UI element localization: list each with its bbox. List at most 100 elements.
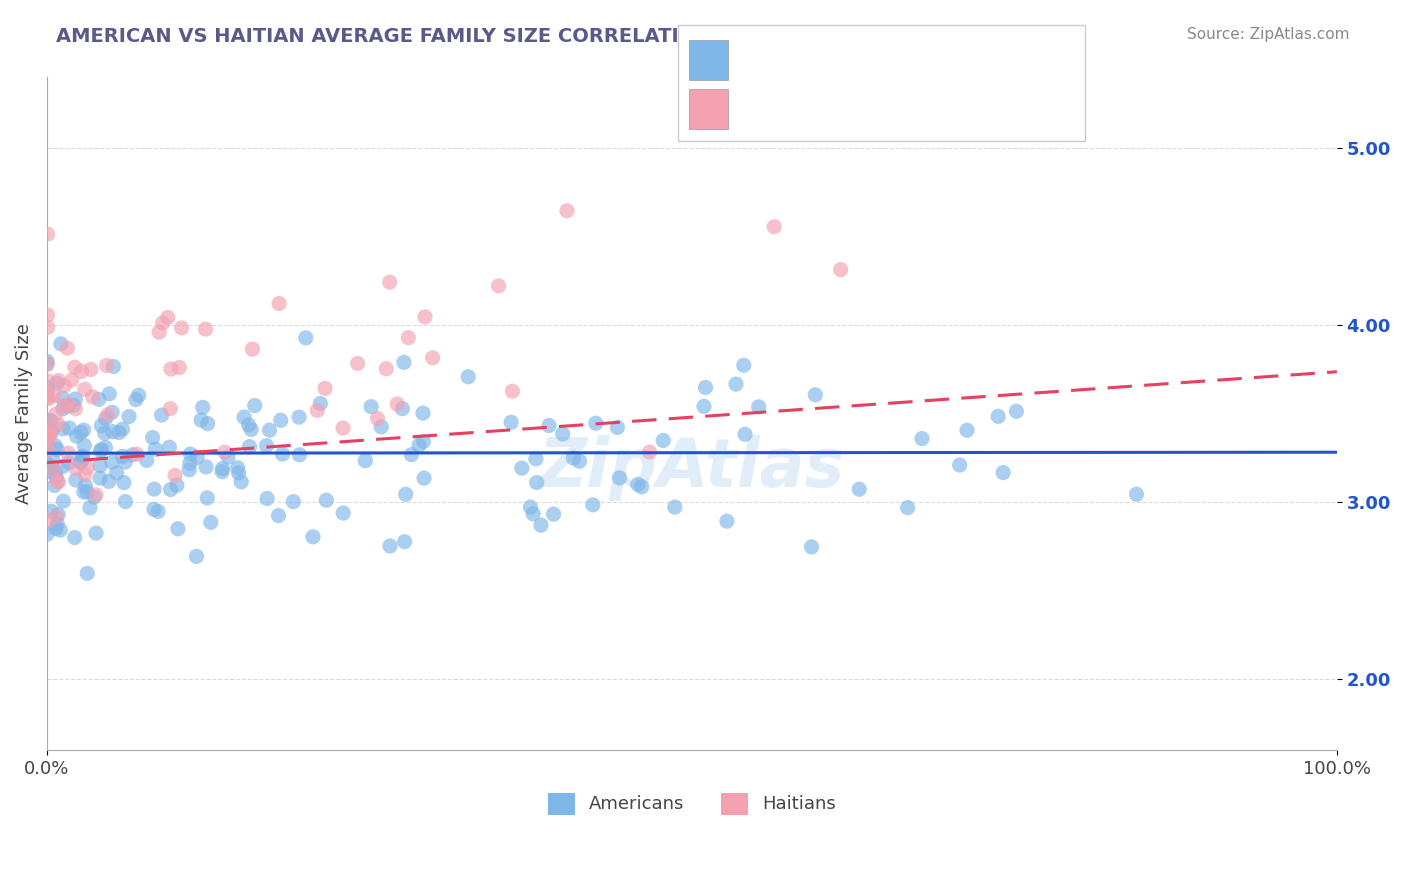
- Point: [49, 337, 72, 351]
- Point: [93, 426, 115, 441]
- Point: [238, 440, 260, 454]
- Point: [35, 457, 58, 471]
- Point: [38, 413, 60, 427]
- Point: [125, 392, 148, 407]
- Point: [35, 425, 58, 440]
- Point: [378, 539, 401, 553]
- Point: [956, 423, 979, 437]
- Point: [82, 390, 104, 404]
- Text: R = 0.285    N = 73: R = 0.285 N = 73: [742, 101, 934, 119]
- Point: [60, 373, 83, 387]
- Point: [63, 531, 86, 545]
- Point: [307, 403, 329, 417]
- Point: [734, 427, 756, 442]
- Point: [422, 351, 444, 365]
- Point: [804, 388, 827, 402]
- Point: [65, 473, 87, 487]
- Point: [121, 448, 143, 462]
- Point: [76, 566, 98, 581]
- Point: [101, 455, 124, 469]
- Point: [394, 534, 416, 549]
- Point: [39, 414, 62, 428]
- Text: AMERICAN VS HAITIAN AVERAGE FAMILY SIZE CORRELATION CHART: AMERICAN VS HAITIAN AVERAGE FAMILY SIZE …: [56, 27, 792, 45]
- Point: [90, 444, 112, 458]
- Point: [375, 361, 398, 376]
- Point: [457, 369, 479, 384]
- Point: [179, 447, 201, 461]
- Point: [716, 514, 738, 528]
- Point: [37, 227, 59, 241]
- Point: [332, 421, 354, 435]
- Point: [530, 518, 553, 533]
- Point: [733, 358, 755, 372]
- Point: [412, 434, 434, 449]
- Point: [395, 487, 418, 501]
- Point: [627, 477, 650, 491]
- Point: [309, 396, 332, 410]
- Point: [568, 454, 591, 468]
- Point: [73, 467, 96, 482]
- Point: [145, 442, 167, 457]
- Point: [35, 384, 58, 399]
- Point: [148, 325, 170, 339]
- Point: [392, 355, 415, 369]
- Point: [142, 430, 165, 444]
- Point: [190, 413, 212, 427]
- Point: [562, 451, 585, 466]
- Point: [89, 458, 111, 473]
- Point: [76, 460, 98, 475]
- Point: [488, 279, 510, 293]
- Point: [62, 398, 84, 412]
- Point: [37, 443, 59, 458]
- Point: [111, 422, 134, 436]
- Point: [195, 491, 218, 505]
- Point: [35, 437, 58, 451]
- Point: [664, 500, 686, 515]
- Point: [413, 471, 436, 485]
- Point: [501, 415, 523, 429]
- Point: [288, 410, 311, 425]
- Point: [256, 491, 278, 506]
- Point: [283, 494, 305, 508]
- Point: [44, 478, 66, 492]
- Point: [267, 508, 290, 523]
- Point: [49, 523, 72, 537]
- Point: [37, 437, 59, 451]
- Point: [238, 417, 260, 432]
- Point: [46, 475, 69, 489]
- Point: [52, 401, 75, 416]
- Point: [65, 429, 87, 443]
- Point: [35, 358, 58, 372]
- Point: [98, 387, 121, 401]
- Point: [271, 447, 294, 461]
- Point: [39, 504, 62, 518]
- Point: [38, 425, 60, 439]
- Point: [84, 526, 107, 541]
- Point: [146, 504, 169, 518]
- Point: [1125, 487, 1147, 501]
- Point: [378, 275, 401, 289]
- Point: [370, 420, 392, 434]
- Point: [37, 374, 59, 388]
- Point: [385, 397, 408, 411]
- Point: [522, 507, 544, 521]
- Point: [524, 451, 547, 466]
- Point: [94, 441, 117, 455]
- Point: [396, 331, 419, 345]
- Point: [73, 382, 96, 396]
- Point: [108, 425, 131, 440]
- Point: [35, 380, 58, 394]
- Point: [638, 445, 661, 459]
- Point: [46, 442, 69, 457]
- Point: [354, 453, 377, 467]
- Point: [37, 438, 59, 452]
- Point: [211, 461, 233, 475]
- Point: [114, 494, 136, 508]
- Point: [128, 388, 150, 402]
- Point: [346, 356, 368, 370]
- Point: [56, 397, 79, 411]
- Point: [135, 453, 157, 467]
- Point: [167, 522, 190, 536]
- Point: [652, 434, 675, 448]
- Point: [243, 399, 266, 413]
